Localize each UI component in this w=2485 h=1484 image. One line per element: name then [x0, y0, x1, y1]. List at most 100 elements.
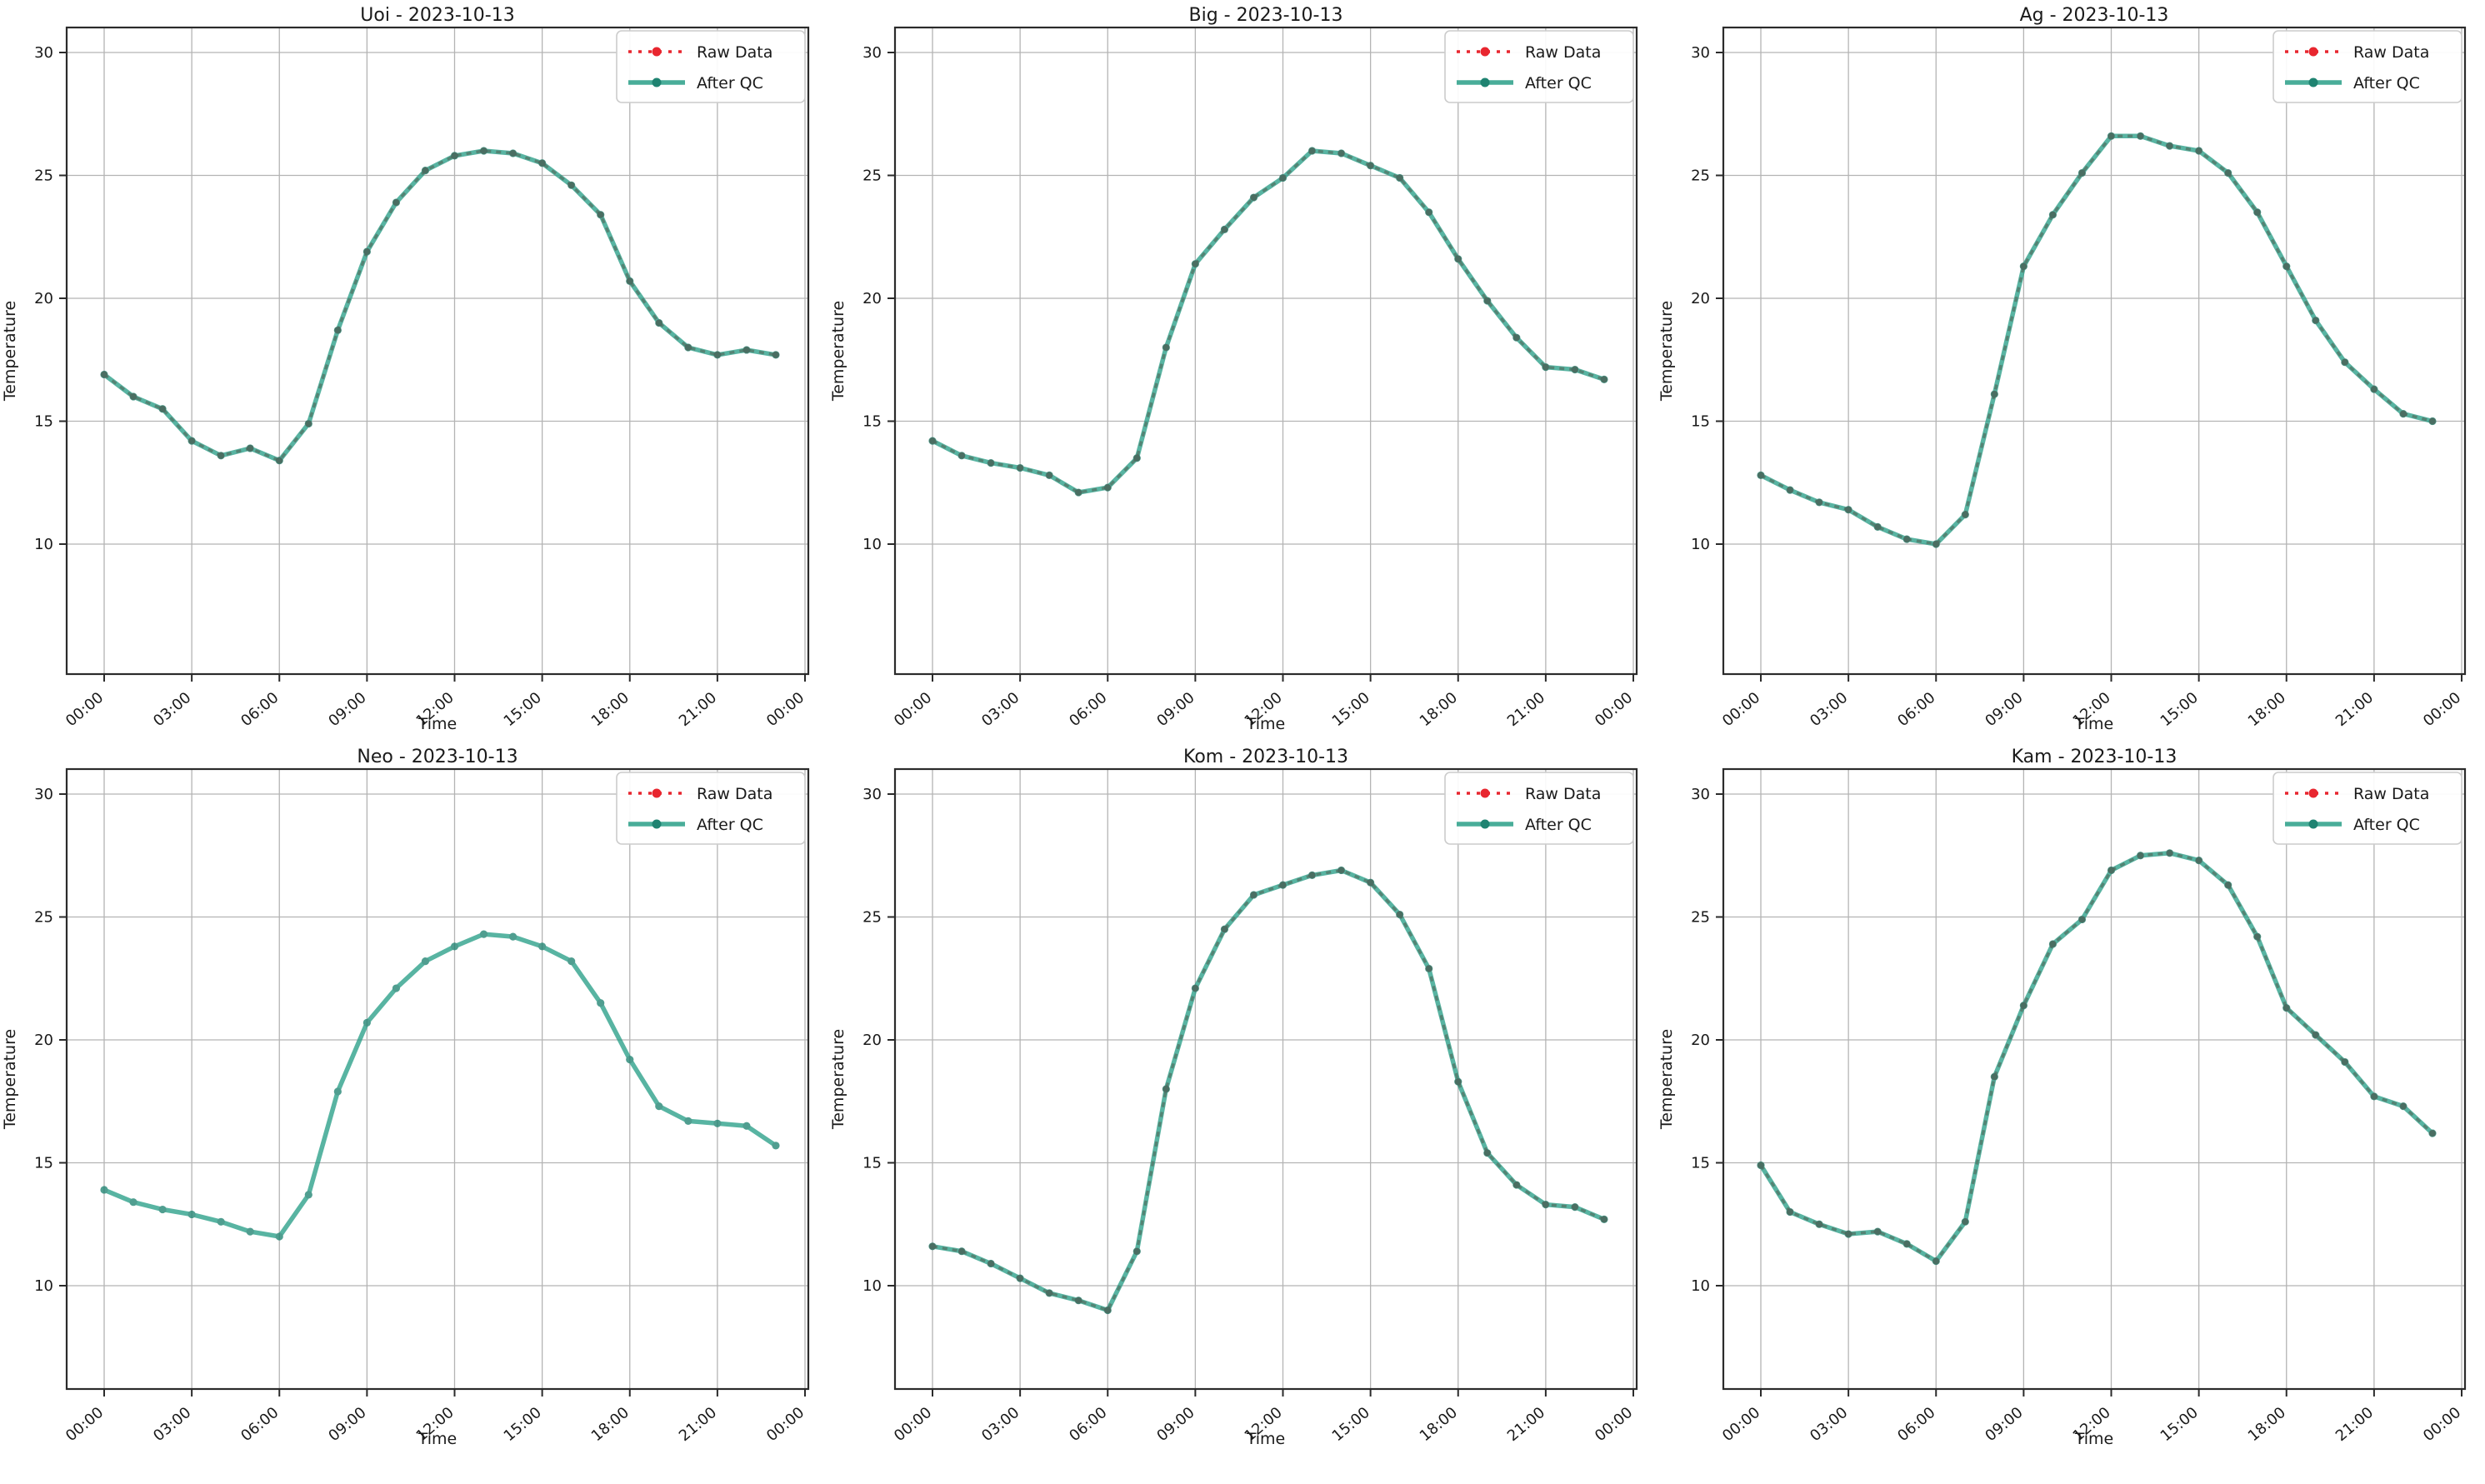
y-tick-label: 30: [34, 786, 53, 803]
y-tick-label: 10: [1691, 536, 1710, 553]
x-tick-label: 03:00: [150, 1404, 194, 1445]
legend-qc-label: After QC: [1525, 74, 1592, 92]
after-qc-marker: [1045, 471, 1053, 480]
after-qc-marker: [1074, 1297, 1082, 1305]
after-qc-marker: [1045, 1289, 1053, 1297]
axis-ticks: [888, 52, 1635, 682]
neo-chart: 00:00 03:00 06:00 09:00 12:00 15:00 18:00 21:00…: [1, 747, 810, 1448]
x-tick-label: 00:00: [1719, 1404, 1763, 1445]
after-qc-line: [931, 148, 1605, 495]
after-qc-marker: [713, 1119, 722, 1127]
after-qc-marker: [421, 957, 430, 966]
after-qc-marker: [1990, 390, 1998, 398]
after-qc-series: [100, 930, 780, 1241]
after-qc-series: [1757, 849, 2437, 1266]
y-tick-label: 30: [862, 44, 882, 62]
axis-ticks: [59, 793, 807, 1397]
after-qc-marker: [1542, 1201, 1550, 1209]
after-qc-marker: [684, 343, 692, 352]
chart-title: Ag - 2023-10-13: [2020, 5, 2169, 26]
after-qc-marker: [987, 1259, 995, 1268]
after-qc-marker: [1815, 1220, 1823, 1228]
after-qc-series: [1757, 132, 2437, 548]
after-qc-marker: [129, 392, 138, 401]
after-qc-marker: [1483, 1149, 1492, 1157]
axes-spines: [893, 767, 1638, 1391]
after-qc-marker: [1191, 984, 1199, 992]
after-qc-marker: [1249, 193, 1258, 202]
legend-raw-label: Raw Data: [697, 785, 772, 803]
after-qc-marker: [655, 1102, 663, 1111]
raw-data-line: [932, 868, 1605, 1312]
after-qc-marker: [392, 984, 401, 992]
after-qc-marker: [1932, 540, 1940, 548]
y-tick-label: 10: [34, 536, 53, 553]
y-tick-label: 20: [862, 1032, 882, 1049]
legend-raw-label: Raw Data: [697, 43, 772, 62]
after-qc-marker: [2428, 1129, 2437, 1137]
x-tick-label: 15:00: [501, 689, 545, 730]
after-qc-marker: [958, 452, 966, 460]
x-tick-label: 00:00: [1719, 689, 1763, 730]
y-tick-label: 25: [1691, 167, 1710, 185]
after-qc-marker: [772, 1142, 780, 1150]
x-tick-label: 06:00: [1066, 689, 1110, 730]
after-qc-marker: [100, 1186, 108, 1194]
y-tick-label: 25: [34, 909, 53, 927]
axes-spines: [1722, 767, 2467, 1391]
after-qc-marker: [479, 930, 488, 938]
after-qc-marker: [1873, 1227, 1882, 1236]
x-tick-label: 00:00: [763, 689, 808, 730]
after-qc-marker: [1454, 1077, 1462, 1086]
after-qc-marker: [508, 149, 518, 157]
x-tick-label: 00:00: [763, 1404, 808, 1445]
x-tick-label: 00:00: [891, 1404, 935, 1445]
after-qc-marker: [158, 1205, 167, 1214]
x-axis-label: Time: [2074, 1430, 2114, 1448]
after-qc-marker: [1367, 162, 1375, 170]
after-qc-line: [1759, 133, 2433, 547]
legend-raw-sample-marker: [652, 788, 662, 798]
raw-data-line: [102, 149, 777, 462]
after-qc-marker: [655, 318, 663, 327]
after-qc-marker: [2370, 1092, 2378, 1101]
after-qc-marker: [1454, 255, 1462, 263]
y-tick-label: 25: [862, 909, 882, 927]
legend: Raw Data After QC: [616, 772, 806, 845]
after-qc-marker: [129, 1198, 138, 1207]
kam-chart: 00:00 03:00 06:00 09:00 12:00 15:00 18:00 21:00…: [1658, 747, 2467, 1448]
after-qc-marker: [1990, 1072, 1998, 1081]
x-tick-label: 18:00: [2245, 1404, 2289, 1445]
after-qc-marker: [304, 1191, 312, 1199]
x-tick-label: 21:00: [2332, 1404, 2377, 1445]
legend-raw-sample-marker: [1480, 788, 1490, 798]
after-qc-marker: [1961, 1217, 1969, 1226]
after-qc-marker: [1278, 173, 1288, 182]
y-tick-label: 30: [1691, 44, 1710, 62]
after-qc-marker: [275, 457, 283, 465]
after-qc-marker: [2019, 1002, 2028, 1010]
ag-chart: 00:00 03:00 06:00 09:00 12:00 15:00 18:00 21:00…: [1658, 5, 2467, 733]
after-qc-marker: [2253, 208, 2262, 217]
y-tick-label: 30: [1691, 786, 1710, 803]
legend-qc-label: After QC: [2353, 816, 2420, 834]
after-qc-marker: [742, 1122, 751, 1130]
after-qc-marker: [626, 277, 634, 285]
after-qc-marker: [2282, 262, 2291, 271]
y-tick-label: 15: [862, 1155, 882, 1172]
after-qc-marker: [1844, 506, 1852, 514]
y-tick-label: 30: [862, 786, 882, 803]
after-qc-marker: [2312, 1031, 2320, 1039]
after-qc-marker: [2136, 132, 2145, 140]
y-tick-label: 15: [1691, 1155, 1710, 1172]
x-tick-label: 06:00: [1894, 689, 1938, 730]
x-tick-label: 15:00: [1329, 1404, 1373, 1445]
x-tick-label: 06:00: [238, 1404, 282, 1445]
x-tick-label: 21:00: [676, 689, 720, 730]
chart-title: Kom - 2023-10-13: [1183, 747, 1348, 767]
legend-raw-sample-marker: [1480, 47, 1490, 57]
x-tick-label: 21:00: [1504, 1404, 1548, 1445]
after-qc-marker: [2107, 132, 2116, 140]
x-axis-label: Time: [418, 715, 458, 733]
after-qc-marker: [158, 405, 167, 413]
